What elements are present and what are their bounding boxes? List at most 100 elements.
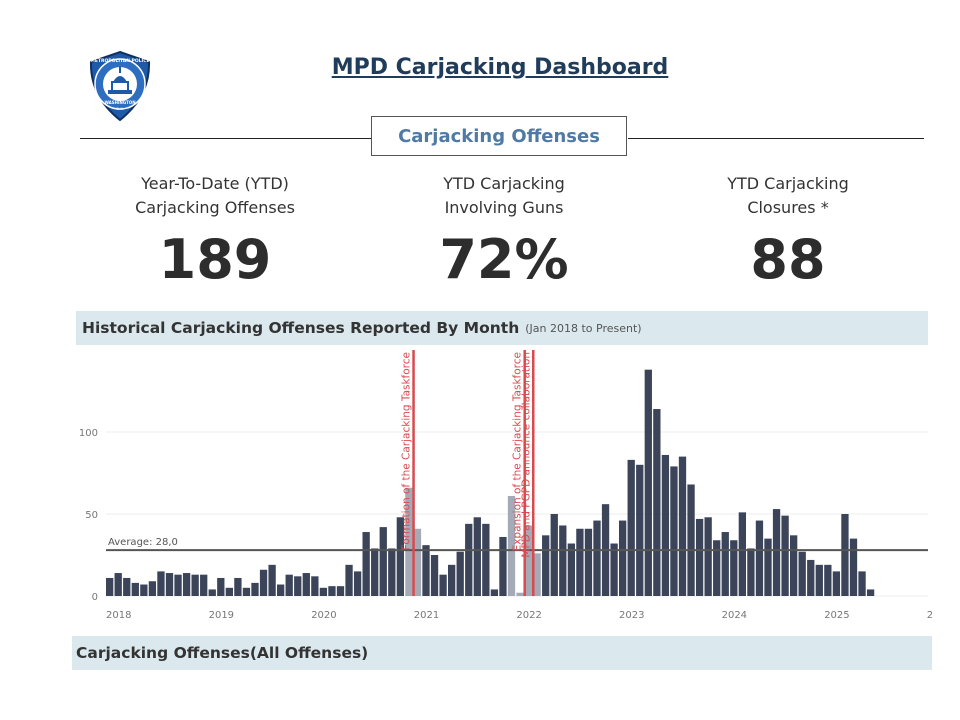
bar-month (182, 573, 191, 596)
kpi-label-line2: Involving Guns (444, 198, 564, 217)
bar-month (738, 512, 746, 596)
section-divider-left (80, 138, 372, 139)
bar-month (251, 582, 259, 596)
bar-month (832, 571, 841, 596)
bar-month (687, 484, 695, 596)
bar-month (781, 515, 789, 596)
bar-month (242, 587, 251, 596)
x-tick-label: 2023 (619, 610, 644, 621)
bar-month (148, 581, 157, 596)
historical-subtitle: (Jan 2018 to Present) (525, 321, 642, 335)
bar-month (302, 573, 310, 596)
kpi-label: Year-To-Date (YTD) Carjacking Offenses (95, 172, 335, 220)
bar-month (396, 517, 404, 596)
bar-month (174, 574, 182, 596)
kpi-label-line1: YTD Carjacking (727, 174, 849, 193)
bar-month (345, 564, 353, 596)
bar-month (319, 587, 328, 596)
bar-month (490, 589, 499, 596)
kpi-ytd-closures: YTD Carjacking Closures * 88 (668, 172, 908, 292)
event-label: Expansion of the Carjacking Taskforce (512, 352, 524, 551)
bar-month (619, 520, 627, 596)
bar-month (636, 464, 644, 596)
historical-header: Historical Carjacking Offenses Reported … (76, 311, 928, 345)
bar-month (131, 582, 139, 596)
kpi-label-line2: Carjacking Offenses (135, 198, 295, 217)
bar-month (114, 573, 122, 596)
bar-month (123, 577, 131, 596)
bar-month (721, 532, 729, 596)
bar-month (439, 574, 447, 596)
bar-month (678, 456, 687, 596)
bar-month (336, 586, 345, 596)
bar-month (533, 553, 541, 596)
dashboard-title: MPD Carjacking Dashboard (331, 55, 669, 80)
bar-month (191, 574, 199, 596)
bar-month (388, 548, 396, 596)
event-label: MPD and PGPD announce collaboration (520, 352, 532, 558)
y-tick-label: 100 (79, 428, 98, 439)
x-tick-label: 2026 (927, 610, 932, 621)
x-tick-label: 2024 (722, 610, 747, 621)
bar-month (747, 548, 755, 596)
bar-month (704, 517, 712, 596)
bar-month (644, 369, 652, 596)
kpi-ytd-guns: YTD Carjacking Involving Guns 72% (384, 172, 624, 292)
bar-month (567, 543, 575, 596)
bar-month (815, 564, 823, 596)
bar-month (371, 548, 379, 596)
bar-month (311, 576, 319, 596)
bar-month (379, 527, 387, 596)
section-title: Carjacking Offenses (371, 116, 627, 156)
bar-month (627, 459, 635, 596)
bar-month (234, 577, 242, 596)
y-tick-label: 0 (92, 592, 98, 603)
monthly-carjacking-chart[interactable]: 0 50 100 Average: 28,0 Formation of the Carj… (70, 346, 952, 628)
bar-month (208, 589, 216, 596)
logo-top-text: METROPOLITAN POLICE (90, 58, 149, 64)
bar-month (473, 517, 481, 596)
kpi-label: YTD Carjacking Closures * (668, 172, 908, 220)
bar-month (277, 584, 285, 596)
bar-month (584, 528, 593, 596)
bar-month (866, 589, 875, 596)
kpi-label-line2: Closures * (747, 198, 829, 217)
chart-svg: 0 50 100 Average: 28,0 Formation of the Carj… (79, 350, 952, 621)
bar-month (422, 545, 430, 596)
bar-month (328, 586, 336, 596)
x-tick-label: 2022 (516, 610, 541, 621)
bar-month (225, 587, 233, 596)
all-offenses-header: Carjacking Offenses(All Offenses) (72, 636, 932, 670)
bar-month (157, 571, 165, 596)
bar-month (661, 454, 670, 596)
bar-month (448, 564, 456, 596)
bar-month (106, 577, 114, 596)
bar-month (807, 559, 815, 596)
bar-month (695, 518, 704, 596)
bar-month (542, 535, 550, 596)
bar-month (140, 584, 148, 596)
bar-month (353, 571, 362, 596)
kpi-ytd-offenses: Year-To-Date (YTD) Carjacking Offenses 1… (95, 172, 335, 292)
x-tick-label: 2019 (209, 610, 234, 621)
event-label: Formation of the Carjacking Taskforce (401, 352, 413, 550)
bar-month (764, 538, 772, 596)
bar-month (362, 532, 370, 596)
bar-month (841, 514, 849, 596)
bar-month (259, 569, 268, 596)
bar-month (713, 540, 721, 596)
bar-month (559, 525, 567, 596)
bar-month (755, 520, 764, 596)
bar-month (593, 520, 601, 596)
bar-month (268, 564, 276, 596)
kpi-value: 189 (158, 228, 272, 291)
bar-month (798, 551, 806, 596)
x-tick-label: 2021 (414, 610, 439, 621)
historical-title: Historical Carjacking Offenses Reported … (82, 319, 520, 337)
bar-month (217, 577, 225, 596)
y-tick-label: 50 (85, 510, 98, 521)
bar-month (285, 574, 293, 596)
bar-month (576, 528, 584, 596)
bar-month (824, 564, 832, 596)
bar-month (790, 535, 798, 596)
